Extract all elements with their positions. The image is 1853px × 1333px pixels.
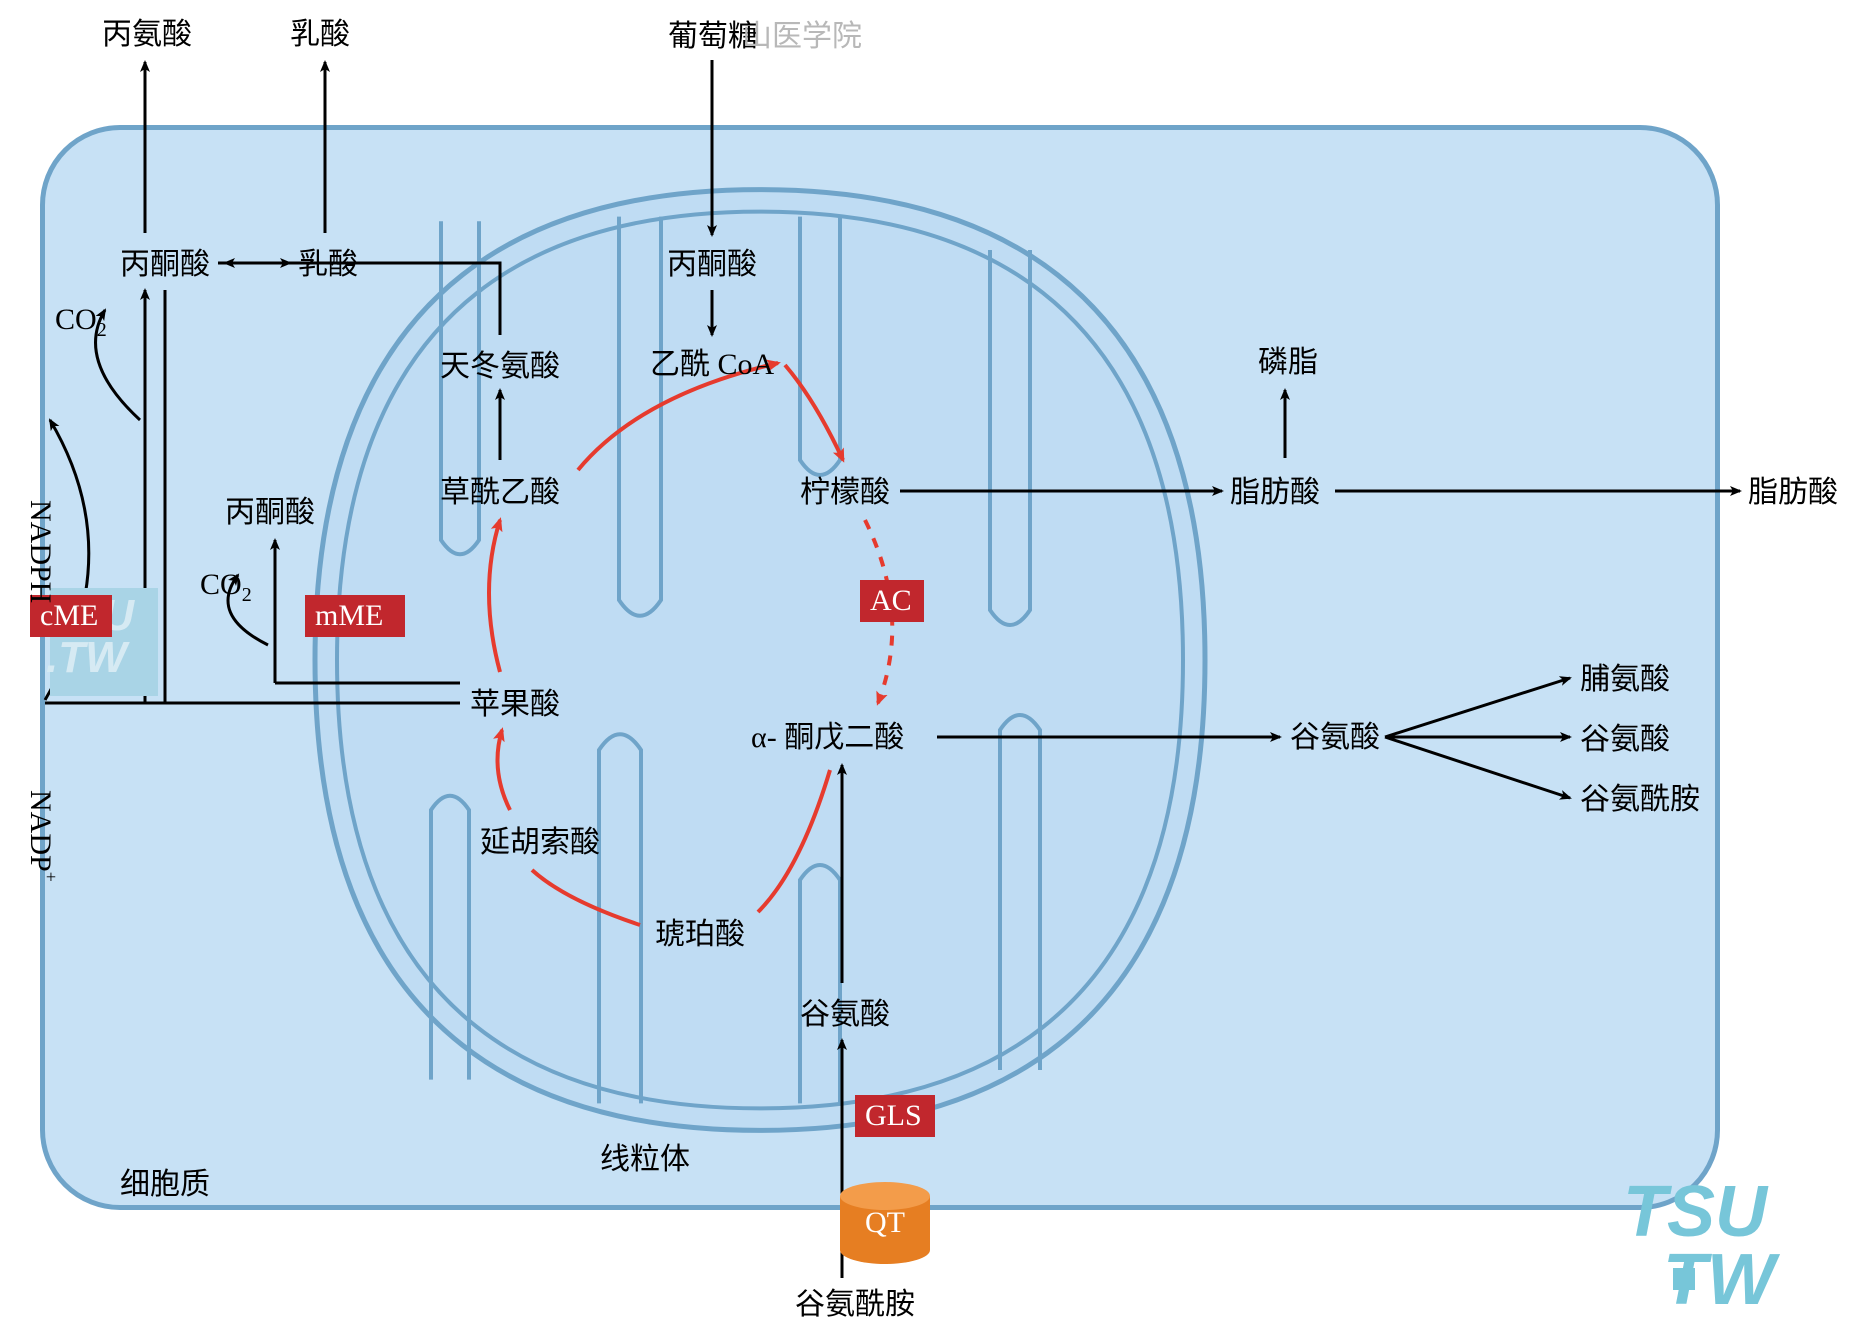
l-succinate: 琥珀酸 [655, 920, 745, 950]
l-cytoplasm: 细胞质 [120, 1170, 210, 1200]
l-akg: α- 酮戊二酸 [751, 723, 904, 753]
l-acetylcoa: 乙酰 CoA [650, 350, 774, 380]
l-glutamate-cyt2: 谷氨酸 [1580, 725, 1670, 755]
qt-transporter: QT [840, 1180, 940, 1275]
l-fumarate: 延胡索酸 [480, 828, 600, 858]
l-oxaloacetate: 草酰乙酸 [440, 478, 560, 508]
diagram-stage: TSU .TW cMEmMEACGLS QT 丙氨酸乳酸葡萄糖丙酮酸乳酸丙酮酸乙… [0, 0, 1853, 1333]
l-pyruvate2: 丙酮酸 [225, 498, 315, 528]
l-lactate-out: 乳酸 [290, 20, 350, 50]
l-alanine-out: 丙氨酸 [102, 20, 192, 50]
enzyme-gls: GLS [855, 1095, 935, 1137]
l-nadph: NADPH [25, 500, 55, 603]
l-citrate: 柠檬酸 [800, 478, 890, 508]
watermark-text-right: TSU TW [1623, 1178, 1775, 1315]
enzyme-mme: mME [305, 595, 405, 637]
l-aspartate: 天冬氨酸 [440, 352, 560, 382]
l-co2-a: CO2 [55, 305, 107, 340]
l-glutamate-cyt: 谷氨酸 [1290, 723, 1380, 753]
l-glutamine-out: 谷氨酰胺 [795, 1290, 915, 1320]
l-proline: 脯氨酸 [1580, 665, 1670, 695]
l-fattyacid-out: 脂肪酸 [1748, 478, 1838, 508]
l-phospholipid: 磷脂 [1258, 348, 1318, 378]
qt-transporter-label: QT [865, 1206, 905, 1239]
l-lactate-cyt: 乳酸 [298, 250, 358, 280]
cell-cytoplasm [40, 125, 1720, 1210]
l-glutamate-mito: 谷氨酸 [800, 1000, 890, 1030]
l-co2-b: CO2 [200, 570, 252, 605]
l-fattyacid-cyt: 脂肪酸 [1230, 478, 1320, 508]
l-malate: 苹果酸 [470, 690, 560, 720]
l-pyruvate-mito: 丙酮酸 [667, 250, 757, 280]
l-tsu-gray: 山医学院 [742, 22, 862, 52]
l-nadp: NADP+ [25, 790, 60, 882]
l-mitochondria: 线粒体 [600, 1145, 690, 1175]
l-pyruvate-cyt: 丙酮酸 [120, 250, 210, 280]
l-glutamine-cyt: 谷氨酰胺 [1580, 785, 1700, 815]
watermark-dot-right [1673, 1268, 1695, 1290]
enzyme-ac: AC [860, 580, 924, 622]
